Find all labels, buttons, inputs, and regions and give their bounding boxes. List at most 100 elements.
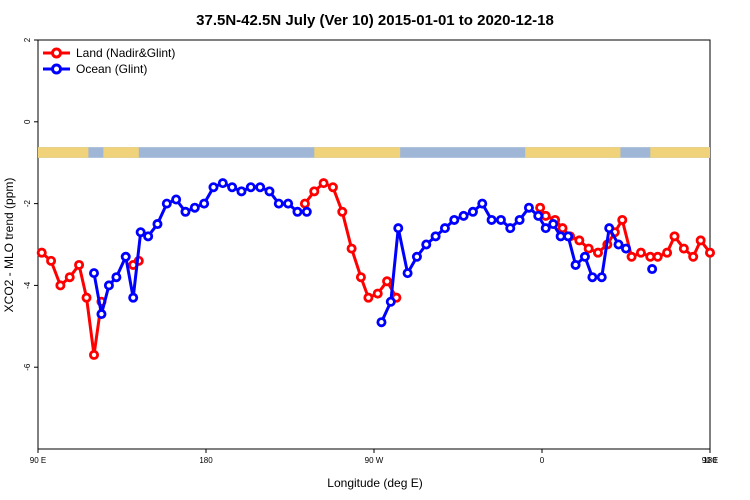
data-point (557, 223, 568, 234)
data-point (652, 251, 663, 262)
data-point (273, 198, 284, 209)
data-point (46, 255, 57, 266)
data-point (74, 259, 85, 270)
data-point (430, 231, 441, 242)
data-point (217, 178, 228, 189)
data-point (236, 186, 247, 197)
y-axis-label: XCO2 - MLO trend (ppm) (2, 178, 16, 313)
data-point (505, 223, 516, 234)
data-point (382, 276, 393, 287)
data-point (583, 243, 594, 254)
data-point (604, 223, 615, 234)
map-strip (38, 147, 710, 158)
data-point (421, 239, 432, 250)
map-land-2 (314, 147, 401, 158)
y-tick-label: 2 (23, 37, 32, 42)
data-point (264, 186, 275, 197)
data-point (669, 231, 680, 242)
series-line (40, 251, 103, 357)
data-point (208, 182, 219, 193)
x-tick-label: 180 (703, 456, 717, 465)
data-point (535, 202, 546, 213)
data-point (376, 317, 387, 328)
data-point (227, 182, 238, 193)
data-point (103, 280, 114, 291)
map-land-1 (103, 147, 139, 158)
data-point (514, 214, 525, 225)
y-tick-label: -6 (23, 363, 32, 371)
data-point (96, 309, 107, 320)
data-point (695, 235, 706, 246)
data-point (458, 210, 469, 221)
x-axis-label: Longitude (deg E) (327, 476, 422, 490)
data-point (402, 268, 413, 279)
data-point (613, 239, 624, 250)
data-point (180, 206, 191, 217)
y-tick-label: -4 (23, 281, 32, 289)
series-0 (36, 178, 716, 360)
x-tick-label: 90 E (702, 456, 718, 465)
data-point (647, 264, 658, 275)
map-land-4 (650, 147, 710, 158)
legend-label-ocean: Ocean (Glint) (76, 62, 147, 76)
data-point (678, 243, 689, 254)
x-tick-label: 180 (199, 456, 213, 465)
data-point (171, 194, 182, 205)
data-point (292, 206, 303, 217)
data-point (372, 288, 383, 299)
data-point (548, 219, 559, 230)
data-point (309, 186, 320, 197)
data-point (570, 259, 581, 270)
data-point (299, 198, 310, 209)
data-point (635, 247, 646, 258)
data-point (36, 247, 47, 258)
chart-title: 37.5N-42.5N July (Ver 10) 2015-01-01 to … (196, 12, 554, 29)
data-point (120, 251, 131, 262)
data-point (283, 198, 294, 209)
data-point (135, 227, 146, 238)
data-point (318, 178, 329, 189)
data-point (363, 292, 374, 303)
data-point (245, 182, 256, 193)
data-point (89, 349, 100, 360)
map-land-0 (38, 147, 89, 158)
y-tick-label: -2 (23, 199, 32, 207)
data-point (346, 243, 357, 254)
data-point (523, 202, 534, 213)
data-point (467, 206, 478, 217)
data-point (617, 214, 628, 225)
legend: Land (Nadir&Glint) Ocean (Glint) (43, 46, 175, 76)
data-point (495, 214, 506, 225)
map-land-3 (525, 147, 621, 158)
y-tick-label: 0 (23, 119, 32, 124)
x-tick-label: 90 E (30, 456, 46, 465)
data-point (662, 247, 673, 258)
data-point (540, 223, 551, 234)
data-point (355, 272, 366, 283)
data-point (161, 198, 172, 209)
x-tick-label: 90 W (365, 456, 384, 465)
y-axis: 2 0 -2 -4 -6 (23, 37, 38, 371)
data-point (596, 272, 607, 283)
x-tick-label: 0 (540, 456, 545, 465)
legend-label-land: Land (Nadir&Glint) (76, 46, 175, 60)
data-point (533, 210, 544, 221)
data-point (64, 272, 75, 283)
data-point (89, 268, 100, 279)
data-point (411, 251, 422, 262)
data-point (688, 251, 699, 262)
data-point (301, 206, 312, 217)
data-point (393, 223, 404, 234)
data-point (477, 198, 488, 209)
data-point (189, 202, 200, 213)
data-point (111, 272, 122, 283)
data-point (255, 182, 266, 193)
data-point (337, 206, 348, 217)
data-point (579, 251, 590, 262)
data-point (626, 251, 637, 262)
data-point (143, 231, 154, 242)
series-layer (36, 178, 716, 360)
data-point (563, 231, 574, 242)
